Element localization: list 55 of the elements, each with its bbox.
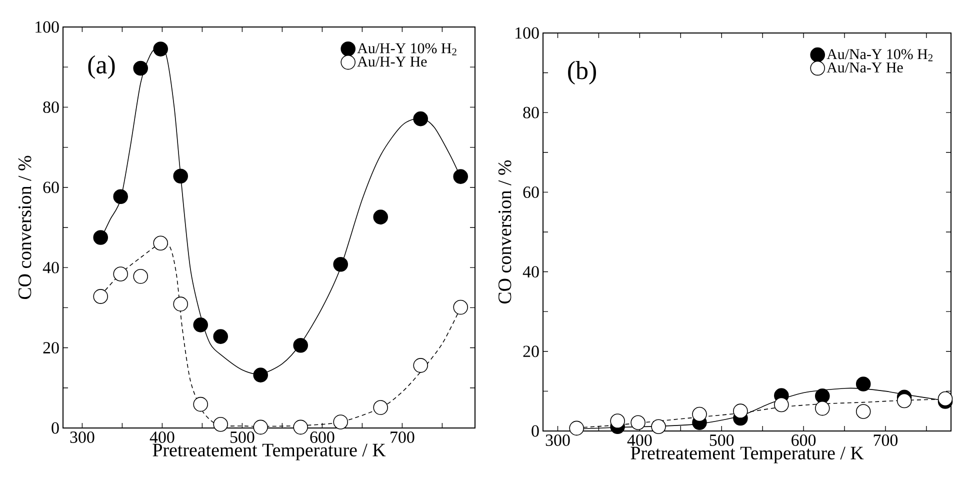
point (692, 406, 707, 422)
legend-label: Au/H-Y 10% H$_{2}$ (357, 43, 456, 56)
x-tick-label: 700 (874, 434, 898, 446)
y-tick-label: 100 (516, 27, 539, 39)
x-tick-label: 300 (546, 434, 570, 446)
y-tick-label: 20 (43, 342, 59, 354)
x-axis-title: Pretreatement Temperature / K (630, 446, 864, 464)
point (333, 256, 348, 272)
point (453, 169, 468, 184)
point (173, 168, 188, 184)
x-tick-label: 600 (792, 434, 816, 446)
y-tick-label: 60 (523, 186, 539, 198)
y-tick-label: 0 (52, 422, 59, 434)
x-tick-label: 600 (310, 432, 334, 443)
x-tick-label: 300 (70, 432, 94, 443)
y-axis-title: CO conversion / % (498, 160, 512, 304)
legend-label: Au/Na-Y 10% H$_{2}$ (826, 49, 933, 62)
x-tick-label: 400 (150, 432, 174, 443)
point (113, 189, 128, 204)
y-tick-label: 80 (523, 106, 539, 118)
point (193, 318, 208, 332)
y-tick-label: 80 (43, 101, 59, 113)
x-tick-label: 500 (230, 432, 254, 443)
point (93, 230, 108, 245)
x-tick-label: 700 (390, 432, 414, 443)
y-tick-label: 0 (532, 425, 539, 437)
point (733, 404, 748, 418)
x-tick-label: 500 (710, 434, 734, 446)
x-tick-label: 400 (627, 434, 652, 446)
x-axis-title: Pretreatement Temperature / K (152, 444, 386, 460)
point (896, 393, 912, 408)
y-tick-label: 40 (522, 266, 539, 278)
legend-label: Au/H-Y He (357, 56, 427, 67)
point (133, 60, 148, 76)
point (630, 415, 646, 430)
y-tick-label: 20 (523, 346, 539, 358)
point (610, 414, 625, 428)
point (153, 42, 168, 56)
point (413, 111, 428, 126)
y-tick-label: 60 (43, 182, 59, 194)
point (774, 397, 789, 412)
point (253, 368, 268, 382)
point (651, 419, 666, 434)
legend-label: Au/Na-Y He (826, 62, 903, 73)
y-tick-label: 40 (42, 262, 59, 274)
point (814, 388, 830, 404)
annotation: (b) (568, 61, 596, 85)
y-tick-label: 100 (36, 21, 59, 33)
y-axis-title: CO conversion / % (18, 156, 32, 299)
point (213, 329, 228, 344)
annotation: (a) (88, 55, 115, 79)
point (569, 420, 584, 436)
point (856, 376, 871, 392)
point (373, 210, 388, 224)
point (293, 338, 308, 353)
